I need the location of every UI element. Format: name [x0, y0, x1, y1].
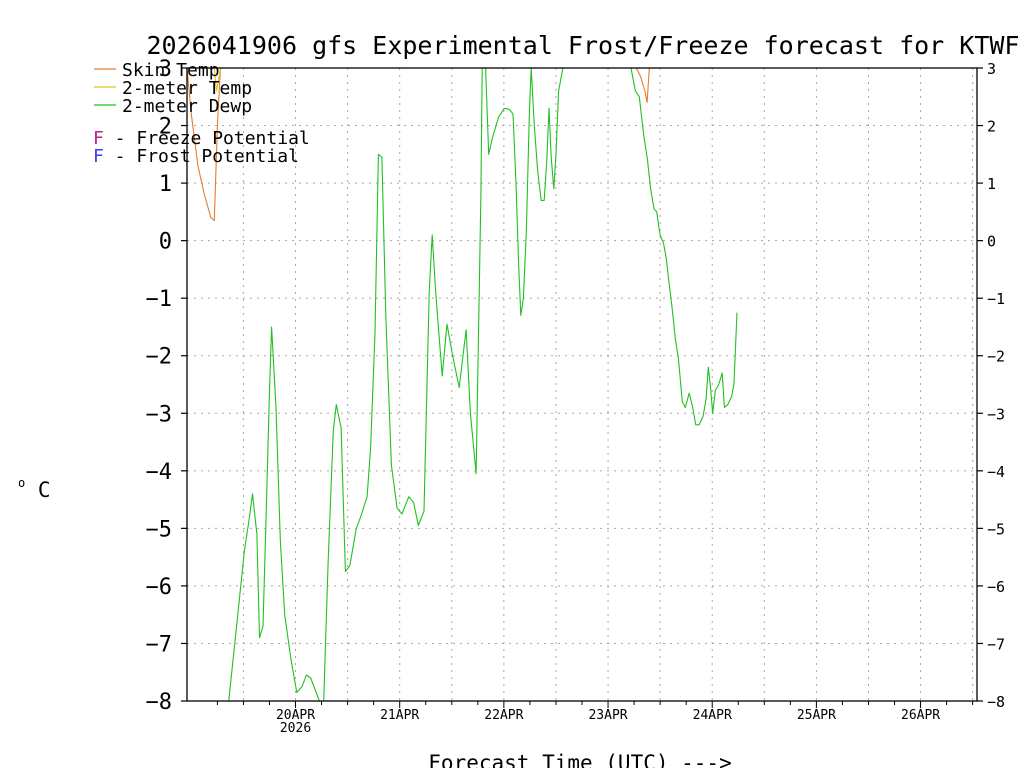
- x-tick-sublabel: 2026: [280, 721, 311, 736]
- y-tick-label-left: −3: [146, 402, 173, 427]
- series-line: [635, 68, 650, 104]
- y-tick-label-left: −5: [146, 517, 173, 542]
- y-tick-label-right: −1: [987, 290, 1005, 308]
- series-layer: [187, 68, 738, 701]
- y-tick-label-left: −1: [146, 287, 173, 312]
- series-line: [228, 68, 738, 701]
- y-tick-label-left: −2: [146, 345, 173, 370]
- legend-potential-text: - Frost Potential: [104, 146, 299, 167]
- y-tick-label-right: −6: [987, 578, 1005, 596]
- y-tick-label-left: −8: [146, 690, 173, 715]
- plot-frame: [186, 67, 978, 702]
- series-line: [213, 68, 221, 92]
- series-2-meter-dewp: [228, 68, 738, 701]
- legend-label: Skin Temp: [122, 60, 220, 81]
- series-skin-temp: [187, 68, 650, 222]
- legend-potential: F - Freeze Potential: [93, 128, 310, 149]
- legend-potential-letter: F: [93, 128, 104, 149]
- y-tick-label-right: −4: [987, 463, 1005, 481]
- legend-label: 2-meter Dewp: [122, 96, 252, 117]
- y-tick-label-left: 0: [159, 230, 172, 255]
- x-tick-label: 23APR: [588, 708, 627, 723]
- x-axis-label: Forecast Time (UTC) --->: [428, 751, 731, 768]
- x-tick-label: 22APR: [484, 708, 523, 723]
- y-axis: −8 −8 −7 −7 −6 −6 −5 −5 −4 −4 −3 −3 −2 −2 −1 −1 0 0 1 1 2 2 3 3: [146, 57, 1006, 715]
- legend-label: 2-meter Temp: [122, 78, 252, 99]
- y-tick-label-left: 2: [159, 115, 172, 140]
- y-tick-label-right: 1: [987, 175, 996, 193]
- series-line: [187, 68, 221, 222]
- chart-title: 2026041906 gfs Experimental Frost/Freeze…: [147, 31, 1020, 60]
- y-axis-label: o C: [18, 468, 51, 502]
- y-tick-label-right: 3: [987, 60, 996, 78]
- y-tick-label-left: 3: [159, 57, 172, 82]
- legend-potential-letter: F: [93, 146, 104, 167]
- y-tick-label-left: 1: [159, 172, 172, 197]
- y-tick-label-right: −7: [987, 635, 1005, 653]
- y-tick-label-left: −6: [146, 575, 173, 600]
- x-tick-label: 25APR: [797, 708, 836, 723]
- y-axis-label-degree: o: [18, 476, 25, 490]
- x-tick-label: 26APR: [901, 708, 940, 723]
- y-tick-label-left: −4: [146, 460, 173, 485]
- x-tick-label: 21APR: [380, 708, 419, 723]
- y-tick-label-right: −5: [987, 520, 1005, 538]
- y-tick-label-right: −8: [987, 693, 1005, 711]
- legend-potential-text: - Freeze Potential: [104, 128, 310, 149]
- chart-grid: [187, 68, 977, 701]
- legend-potential: F - Frost Potential: [93, 146, 299, 167]
- y-tick-label-right: −2: [987, 348, 1005, 366]
- y-tick-label-right: 2: [987, 118, 996, 136]
- y-tick-label-right: 0: [987, 233, 996, 251]
- x-tick-label: 24APR: [693, 708, 732, 723]
- series-2-meter-temp: [213, 68, 221, 92]
- x-tick-label: 20APR: [276, 708, 315, 723]
- y-tick-label-right: −3: [987, 405, 1005, 423]
- y-axis-label-unit: C: [38, 478, 51, 502]
- y-tick-label-left: −7: [146, 632, 173, 657]
